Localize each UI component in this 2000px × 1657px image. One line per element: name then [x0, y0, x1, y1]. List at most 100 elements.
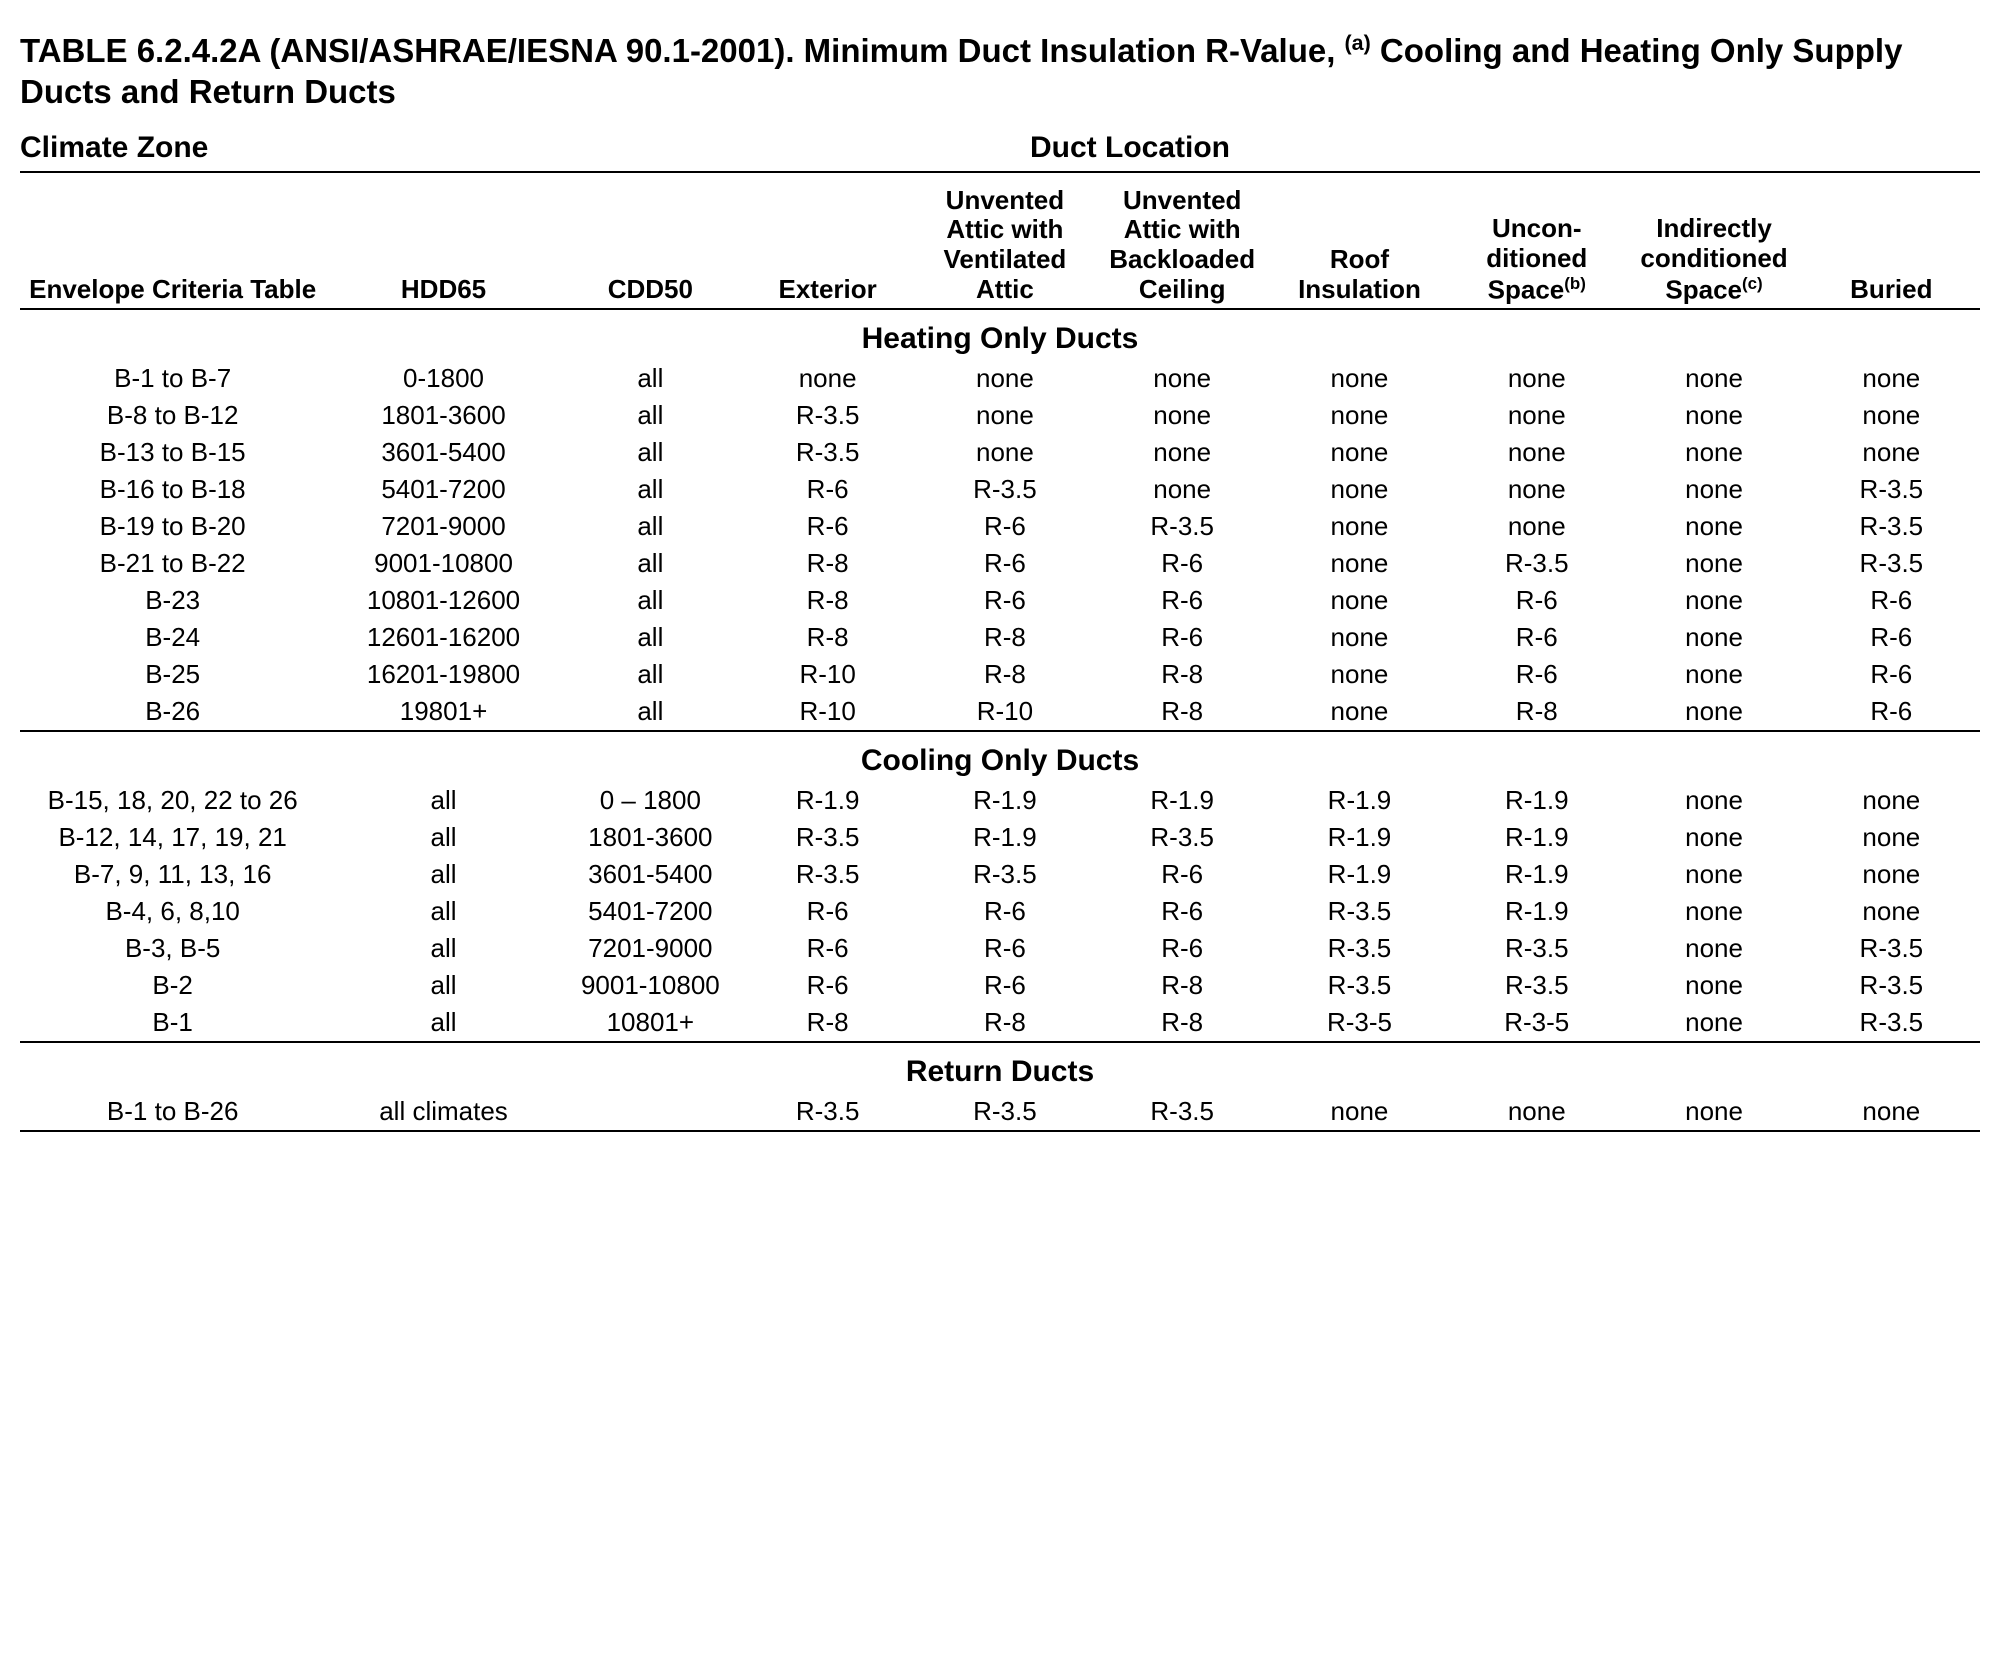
- table-cell: B-24: [20, 619, 325, 656]
- table-cell: R-1.9: [1448, 893, 1625, 930]
- duct-location-label: Duct Location: [280, 131, 1980, 165]
- table-row: B-12, 14, 17, 19, 21all1801-3600R-3.5R-1…: [20, 819, 1980, 856]
- table-cell: R-6: [1803, 619, 1980, 656]
- table-cell: 9001-10800: [325, 545, 561, 582]
- table-cell: none: [1271, 360, 1448, 397]
- table-cell: all: [325, 967, 561, 1004]
- table-cell: none: [1094, 434, 1271, 471]
- table-cell: R-3.5: [1094, 819, 1271, 856]
- table-row: B-2412601-16200allR-8R-8R-6noneR-6noneR-…: [20, 619, 1980, 656]
- table-row: B-1all10801+R-8R-8R-8R-3-5R-3-5noneR-3.5: [20, 1004, 1980, 1042]
- table-cell: R-3.5: [739, 1093, 916, 1131]
- table-cell: R-6: [916, 967, 1093, 1004]
- table-cell: none: [1271, 619, 1448, 656]
- table-cell: B-16 to B-18: [20, 471, 325, 508]
- table-cell: none: [1094, 471, 1271, 508]
- column-header: Indirectly conditioned Space(c): [1625, 183, 1802, 310]
- column-header: Envelope Criteria Table: [20, 183, 325, 310]
- table-cell: R-3.5: [1448, 930, 1625, 967]
- table-cell: 10801+: [562, 1004, 739, 1042]
- table-cell: all: [562, 582, 739, 619]
- table-cell: R-8: [1094, 693, 1271, 731]
- table-cell: R-8: [739, 545, 916, 582]
- table-cell: all: [562, 508, 739, 545]
- table-cell: R-6: [1448, 582, 1625, 619]
- table-cell: R-8: [739, 1004, 916, 1042]
- table-cell: none: [1271, 693, 1448, 731]
- table-cell: R-8: [1094, 656, 1271, 693]
- column-header: Buried: [1803, 183, 1980, 310]
- top-headers: Climate Zone Duct Location: [20, 131, 1980, 165]
- table-cell: none: [1094, 397, 1271, 434]
- column-header: HDD65: [325, 183, 561, 310]
- table-cell: 3601-5400: [562, 856, 739, 893]
- table-cell: B-26: [20, 693, 325, 731]
- table-row: B-4, 6, 8,10all5401-7200R-6R-6R-6R-3.5R-…: [20, 893, 1980, 930]
- table-cell: none: [1625, 967, 1802, 1004]
- table-cell: all: [325, 782, 561, 819]
- table-cell: B-21 to B-22: [20, 545, 325, 582]
- table-cell: none: [1625, 656, 1802, 693]
- table-cell: R-1.9: [1271, 856, 1448, 893]
- table-cell: R-6: [1448, 619, 1625, 656]
- table-cell: B-1 to B-26: [20, 1093, 325, 1131]
- table-cell: R-10: [739, 693, 916, 731]
- section-title: Heating Only Ducts: [20, 310, 1980, 360]
- table-cell: R-8: [739, 582, 916, 619]
- table-cell: none: [916, 434, 1093, 471]
- table-cell: B-4, 6, 8,10: [20, 893, 325, 930]
- table-cell: R-3.5: [1271, 930, 1448, 967]
- title-sup: (a): [1345, 31, 1371, 55]
- table-cell: none: [1625, 434, 1802, 471]
- table-cell: R-6: [739, 471, 916, 508]
- table-cell: R-1.9: [1448, 819, 1625, 856]
- table-cell: B-2: [20, 967, 325, 1004]
- table-cell: none: [1625, 545, 1802, 582]
- table-cell: R-3.5: [1448, 967, 1625, 1004]
- table-cell: all: [562, 360, 739, 397]
- table-cell: R-6: [739, 930, 916, 967]
- table-cell: R-8: [916, 656, 1093, 693]
- table-cell: none: [1271, 471, 1448, 508]
- table-cell: R-3.5: [1803, 967, 1980, 1004]
- table-cell: all: [562, 693, 739, 731]
- table-cell: none: [739, 360, 916, 397]
- table-cell: R-6: [739, 508, 916, 545]
- table-cell: B-19 to B-20: [20, 508, 325, 545]
- table-cell: none: [1448, 360, 1625, 397]
- table-cell: none: [1271, 397, 1448, 434]
- table-cell: B-13 to B-15: [20, 434, 325, 471]
- table-cell: all: [325, 856, 561, 893]
- table-cell: R-6: [1094, 893, 1271, 930]
- table-cell: R-6: [1803, 582, 1980, 619]
- table-cell: none: [1448, 508, 1625, 545]
- table-cell: 3601-5400: [325, 434, 561, 471]
- table-cell: all: [325, 819, 561, 856]
- table-cell: 0 – 1800: [562, 782, 739, 819]
- table-cell: 1801-3600: [325, 397, 561, 434]
- table-cell: R-3.5: [739, 856, 916, 893]
- table-cell: none: [1271, 545, 1448, 582]
- table-cell: none: [916, 360, 1093, 397]
- table-cell: R-6: [1803, 656, 1980, 693]
- table-cell: R-6: [916, 582, 1093, 619]
- table-cell: all: [562, 471, 739, 508]
- table-cell: 16201-19800: [325, 656, 561, 693]
- table-cell: R-6: [739, 967, 916, 1004]
- section-title: Return Ducts: [20, 1043, 1980, 1093]
- table-row: B-13 to B-153601-5400allR-3.5nonenonenon…: [20, 434, 1980, 471]
- column-header: Exterior: [739, 183, 916, 310]
- table-cell: R-1.9: [1448, 782, 1625, 819]
- divider: [20, 171, 1980, 173]
- table-row: B-2all9001-10800R-6R-6R-8R-3.5R-3.5noneR…: [20, 967, 1980, 1004]
- title-prefix: TABLE 6.2.4.2A (ANSI/ASHRAE/IESNA 90.1-2…: [20, 32, 1345, 69]
- table-row: B-2310801-12600allR-8R-6R-6noneR-6noneR-…: [20, 582, 1980, 619]
- table-cell: 7201-9000: [562, 930, 739, 967]
- table-cell: B-1 to B-7: [20, 360, 325, 397]
- table-row: B-2516201-19800allR-10R-8R-8noneR-6noneR…: [20, 656, 1980, 693]
- table-cell: all: [562, 619, 739, 656]
- table-cell: none: [1448, 471, 1625, 508]
- table-cell: R-1.9: [1094, 782, 1271, 819]
- table-cell: R-6: [739, 893, 916, 930]
- section-title: Cooling Only Ducts: [20, 732, 1980, 782]
